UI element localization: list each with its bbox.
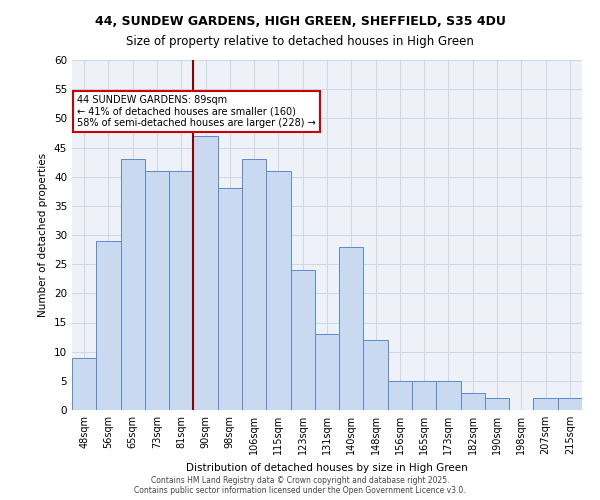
Bar xyxy=(290,270,315,410)
Bar xyxy=(218,188,242,410)
Bar xyxy=(436,381,461,410)
Text: 44, SUNDEW GARDENS, HIGH GREEN, SHEFFIELD, S35 4DU: 44, SUNDEW GARDENS, HIGH GREEN, SHEFFIEL… xyxy=(95,15,505,28)
Bar xyxy=(364,340,388,410)
Bar xyxy=(485,398,509,410)
Bar xyxy=(388,381,412,410)
Bar xyxy=(533,398,558,410)
Bar xyxy=(266,171,290,410)
Bar xyxy=(72,358,96,410)
Bar xyxy=(461,392,485,410)
Text: Size of property relative to detached houses in High Green: Size of property relative to detached ho… xyxy=(126,35,474,48)
Bar xyxy=(242,159,266,410)
Text: Contains HM Land Registry data © Crown copyright and database right 2025.
Contai: Contains HM Land Registry data © Crown c… xyxy=(134,476,466,495)
Bar xyxy=(339,246,364,410)
Y-axis label: Number of detached properties: Number of detached properties xyxy=(38,153,49,317)
Bar xyxy=(145,171,169,410)
X-axis label: Distribution of detached houses by size in High Green: Distribution of detached houses by size … xyxy=(186,462,468,472)
Bar xyxy=(193,136,218,410)
Bar xyxy=(558,398,582,410)
Bar xyxy=(315,334,339,410)
Bar xyxy=(412,381,436,410)
Bar xyxy=(96,241,121,410)
Bar xyxy=(169,171,193,410)
Bar xyxy=(121,159,145,410)
Text: 44 SUNDEW GARDENS: 89sqm
← 41% of detached houses are smaller (160)
58% of semi-: 44 SUNDEW GARDENS: 89sqm ← 41% of detach… xyxy=(77,95,316,128)
